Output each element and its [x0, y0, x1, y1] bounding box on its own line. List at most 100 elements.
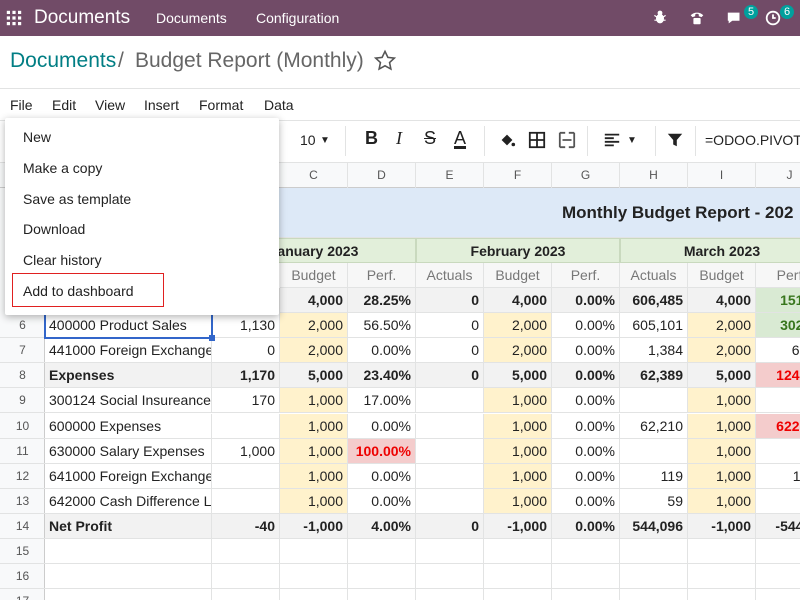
cell[interactable]: 1247.7 — [756, 363, 800, 389]
menu-item[interactable]: Download — [23, 221, 86, 238]
cell[interactable] — [552, 539, 620, 565]
cell[interactable]: 56.50% — [348, 313, 416, 339]
nav-menu-item[interactable]: Configuration — [256, 10, 340, 26]
cell[interactable]: 0.00% — [552, 513, 620, 539]
cell[interactable]: 0.00% — [552, 413, 620, 439]
cell[interactable] — [45, 589, 212, 600]
phone-icon[interactable] — [688, 9, 706, 27]
cell[interactable] — [756, 564, 800, 590]
cell[interactable] — [416, 488, 484, 514]
cell[interactable]: Net Profit — [45, 513, 212, 539]
menu-item[interactable]: New — [23, 129, 52, 145]
cell[interactable] — [688, 589, 756, 600]
cell[interactable]: -1,000 — [688, 513, 756, 539]
cell[interactable]: 4.00% — [348, 513, 416, 539]
cell[interactable]: 1,000 — [280, 488, 348, 514]
cell[interactable]: 15162 — [756, 288, 800, 314]
fill-color[interactable] — [498, 131, 516, 149]
cell[interactable]: 59 — [620, 488, 688, 514]
cell[interactable]: 4,000 — [280, 288, 348, 314]
cell[interactable]: 0.00% — [552, 488, 620, 514]
menu-item[interactable]: Add to dashboard — [23, 283, 134, 299]
cell[interactable]: 1,000 — [484, 388, 552, 414]
cell[interactable]: 62,389 — [620, 363, 688, 389]
cell[interactable] — [484, 564, 552, 590]
cell[interactable]: 1,000 — [688, 413, 756, 439]
format-button[interactable]: I — [396, 128, 402, 148]
menu-item[interactable]: Save as template — [23, 190, 132, 207]
cell[interactable] — [280, 564, 348, 590]
cell[interactable] — [552, 564, 620, 590]
apps-menu[interactable] — [6, 10, 22, 26]
cell[interactable] — [212, 463, 280, 489]
cell[interactable]: 2,000 — [280, 338, 348, 364]
cell[interactable]: 0.0 — [756, 388, 800, 414]
cell[interactable]: 1,000 — [212, 438, 280, 464]
cell[interactable]: 6221.0 — [756, 413, 800, 439]
cell[interactable]: 0 — [416, 288, 484, 314]
cell[interactable]: 1,000 — [280, 438, 348, 464]
cell[interactable] — [756, 539, 800, 565]
cell[interactable]: 23.40% — [348, 363, 416, 389]
cell[interactable]: 30255 — [756, 313, 800, 339]
menubar-item[interactable]: Edit — [52, 97, 77, 113]
cell[interactable]: 0.00% — [348, 413, 416, 439]
cell[interactable] — [348, 589, 416, 600]
cell[interactable] — [348, 539, 416, 565]
menu-item[interactable]: Make a copy — [23, 159, 103, 176]
cell[interactable] — [45, 539, 212, 565]
cell[interactable] — [416, 463, 484, 489]
cell[interactable]: 2,000 — [484, 313, 552, 339]
cell[interactable]: 2,000 — [688, 313, 756, 339]
cell[interactable] — [620, 564, 688, 590]
cell[interactable]: -1,000 — [484, 513, 552, 539]
align[interactable] — [603, 131, 621, 149]
cell[interactable]: 5.9 — [756, 488, 800, 514]
chat-icon[interactable] — [726, 9, 744, 27]
cell[interactable]: -1,000 — [280, 513, 348, 539]
cell[interactable]: 1,000 — [688, 488, 756, 514]
cell[interactable] — [212, 564, 280, 590]
cell[interactable]: -40 — [212, 513, 280, 539]
cell[interactable]: 119 — [620, 463, 688, 489]
menu-item[interactable]: Clear history — [23, 252, 102, 269]
menubar-item[interactable]: Format — [199, 97, 244, 113]
cell[interactable]: 0 — [416, 363, 484, 389]
cell[interactable] — [688, 564, 756, 590]
cell[interactable]: 0.00% — [552, 363, 620, 389]
cell[interactable] — [620, 438, 688, 464]
filter[interactable] — [666, 131, 684, 149]
menubar-item[interactable]: View — [95, 97, 126, 113]
cell[interactable]: 0.0 — [756, 438, 800, 464]
cell[interactable]: 170 — [212, 388, 280, 414]
cell[interactable]: 544,096 — [620, 513, 688, 539]
cell[interactable]: Expenses — [45, 363, 212, 389]
cell[interactable] — [280, 589, 348, 600]
cell[interactable] — [212, 589, 280, 600]
cell[interactable] — [756, 589, 800, 600]
cell[interactable] — [212, 413, 280, 439]
menubar-item[interactable]: Insert — [144, 97, 180, 113]
cell[interactable]: 0.00% — [552, 438, 620, 464]
format-button[interactable]: B — [365, 128, 378, 148]
cell[interactable]: 1,000 — [484, 438, 552, 464]
menubar-item[interactable]: Data — [264, 97, 294, 113]
cell[interactable]: 5,000 — [688, 363, 756, 389]
format-button[interactable]: S — [424, 128, 437, 148]
cell[interactable]: 4,000 — [484, 288, 552, 314]
cell[interactable]: 441000 Foreign Exchange — [45, 338, 212, 364]
cell[interactable]: 2,000 — [280, 313, 348, 339]
cell[interactable]: 1,000 — [688, 438, 756, 464]
cell[interactable]: 1,130 — [212, 313, 280, 339]
debug-icon[interactable] — [652, 9, 668, 25]
cell[interactable]: 62,210 — [620, 413, 688, 439]
cell[interactable] — [280, 539, 348, 565]
cell[interactable]: 2,000 — [484, 338, 552, 364]
cell[interactable]: 5,000 — [484, 363, 552, 389]
cell[interactable]: 100.00% — [348, 438, 416, 464]
cell[interactable]: 1,000 — [484, 488, 552, 514]
cell[interactable]: 0.00% — [552, 288, 620, 314]
cell[interactable] — [416, 564, 484, 590]
cell[interactable]: 11.9 — [756, 463, 800, 489]
cell[interactable] — [484, 589, 552, 600]
